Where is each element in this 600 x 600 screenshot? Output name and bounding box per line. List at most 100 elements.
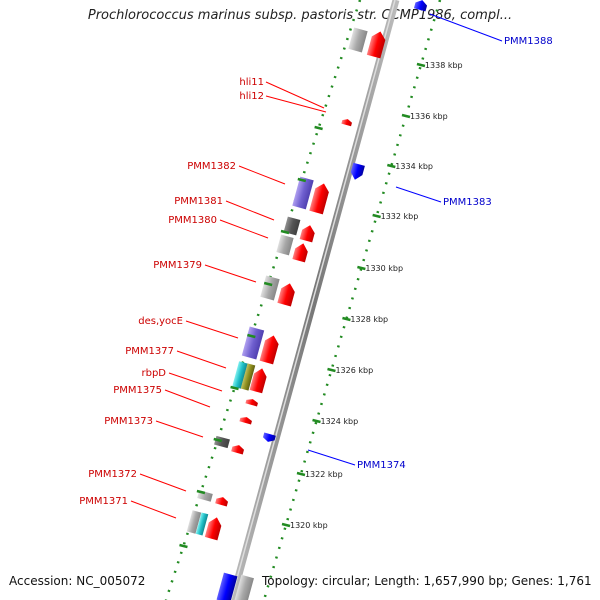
gene-block-olive [240,363,256,391]
tick-label: 1328 kbp [350,315,388,324]
gene-block-gray [186,510,202,534]
gene-block-cyan [195,512,209,536]
label-leader-line [265,95,327,113]
label-leader-line [130,500,177,519]
tick-label: 1322 kbp [305,470,343,479]
guide-dash [230,385,239,391]
tick-mark [401,113,411,119]
gene-arrow-forward [259,335,279,365]
tick-mark [342,316,351,322]
guide-dash [213,437,223,443]
gene-label: PMM1372 [88,469,137,480]
gene-block-gray [276,234,294,256]
tick-mark [281,522,291,528]
label-leader-line [265,81,325,109]
kbp-ticks: 1338 kbp 1336 kbp 1334 kbp 1332 kbp 1330 kbp… [179,61,463,549]
label-leader-line [225,200,275,221]
label-leader-line [164,389,211,408]
gene-block-gray [348,27,368,53]
gene-arrow-forward [292,243,308,263]
label-leader-line [395,186,442,203]
gene-arrow-forward [231,445,244,455]
genome-backbone-highlight [230,0,396,600]
gene-block-purple [292,176,314,210]
guide-dash [263,281,273,287]
guide-dash [247,333,256,339]
label-leader-line [429,13,503,42]
left-dotted-guide [164,0,362,600]
gene-arrow-forward [309,183,329,215]
gene-arrow-forward [249,368,267,394]
gene-block-dark [214,435,230,449]
tick-label: 1338 kbp [425,61,463,70]
label-leader-line [219,219,269,239]
gene-features [186,0,428,600]
accession-text: Accession: NC_005072 [9,574,146,588]
gene-label: PMM1383 [443,197,492,208]
gene-label: rbpD [141,368,166,379]
topology-text: Topology: circular; Length: 1,657,990 bp… [262,574,592,588]
gene-block-dark [283,216,301,236]
genome-backbone [228,0,400,600]
gene-label: PMM1380 [168,215,217,226]
tick-label: 1336 kbp [410,112,448,121]
label-leader-line [307,449,356,466]
gene-label: PMM1382 [187,161,236,172]
label-leader-line [168,372,223,392]
tick-label: 1320 kbp [290,521,328,530]
tick-mark [327,367,336,373]
gene-label: PMM1374 [357,460,406,471]
tick-label: 1334 kbp [395,162,433,171]
guide-dash [280,229,290,235]
gene-arrow-forward [341,119,352,127]
label-leader-line [139,473,187,492]
gene-block-cyan [232,361,248,389]
tick-label: 1330 kbp [365,264,403,273]
tick-label: 1324 kbp [321,417,359,426]
tick-mark [357,265,366,271]
gene-arrow-forward [245,399,258,407]
label-leader-line [185,320,239,339]
gene-arrow-forward [366,31,386,59]
label-leader-line [176,350,227,369]
gene-arrow-forward [239,417,252,425]
gene-label: des,yocE [138,316,183,327]
guide-dash [314,125,323,131]
gene-block-blue [216,572,238,600]
tick-mark [312,418,321,424]
gene-label: hli11 [239,77,264,88]
tick-label: 1332 kbp [381,212,419,221]
tick-mark [372,213,381,219]
tick-mark [416,62,426,68]
label-leader-line [238,165,286,185]
gene-arrow-forward [277,283,295,307]
guide-dash [196,489,206,495]
gene-label: PMM1379 [153,260,202,271]
label-leader-line [204,264,257,283]
tick-label: 1326 kbp [335,366,373,375]
gene-label: PMM1373 [104,416,153,427]
gene-arrow-forward [215,497,228,507]
gene-arrow-reverse [413,0,428,12]
gene-label: PMM1377 [125,346,174,357]
gene-arrow-forward [299,225,315,243]
gene-label: hli12 [239,91,264,102]
right-dotted-guide [262,0,442,600]
gene-block-gray [234,574,254,600]
gene-arrow-reverse [350,162,365,180]
gene-label: PMM1388 [504,36,553,47]
guide-dash [179,543,188,549]
gene-block-gray [260,275,280,301]
gene-label: PMM1381 [174,196,223,207]
tick-mark [296,471,306,477]
gene-label: PMM1375 [113,385,162,396]
gene-arrow-reverse [263,432,276,442]
tick-mark [387,163,396,169]
map-title: Prochlorococcus marinus subsp. pastoris … [87,8,513,23]
gene-arrow-forward [204,517,222,541]
guide-dash [297,177,307,183]
gene-labels: hli11 hli12 PMM1382 PMM1381 PMM1380 PMM1379 de… [79,13,553,519]
label-leader-line [155,420,204,438]
gene-block-purple [241,326,265,360]
